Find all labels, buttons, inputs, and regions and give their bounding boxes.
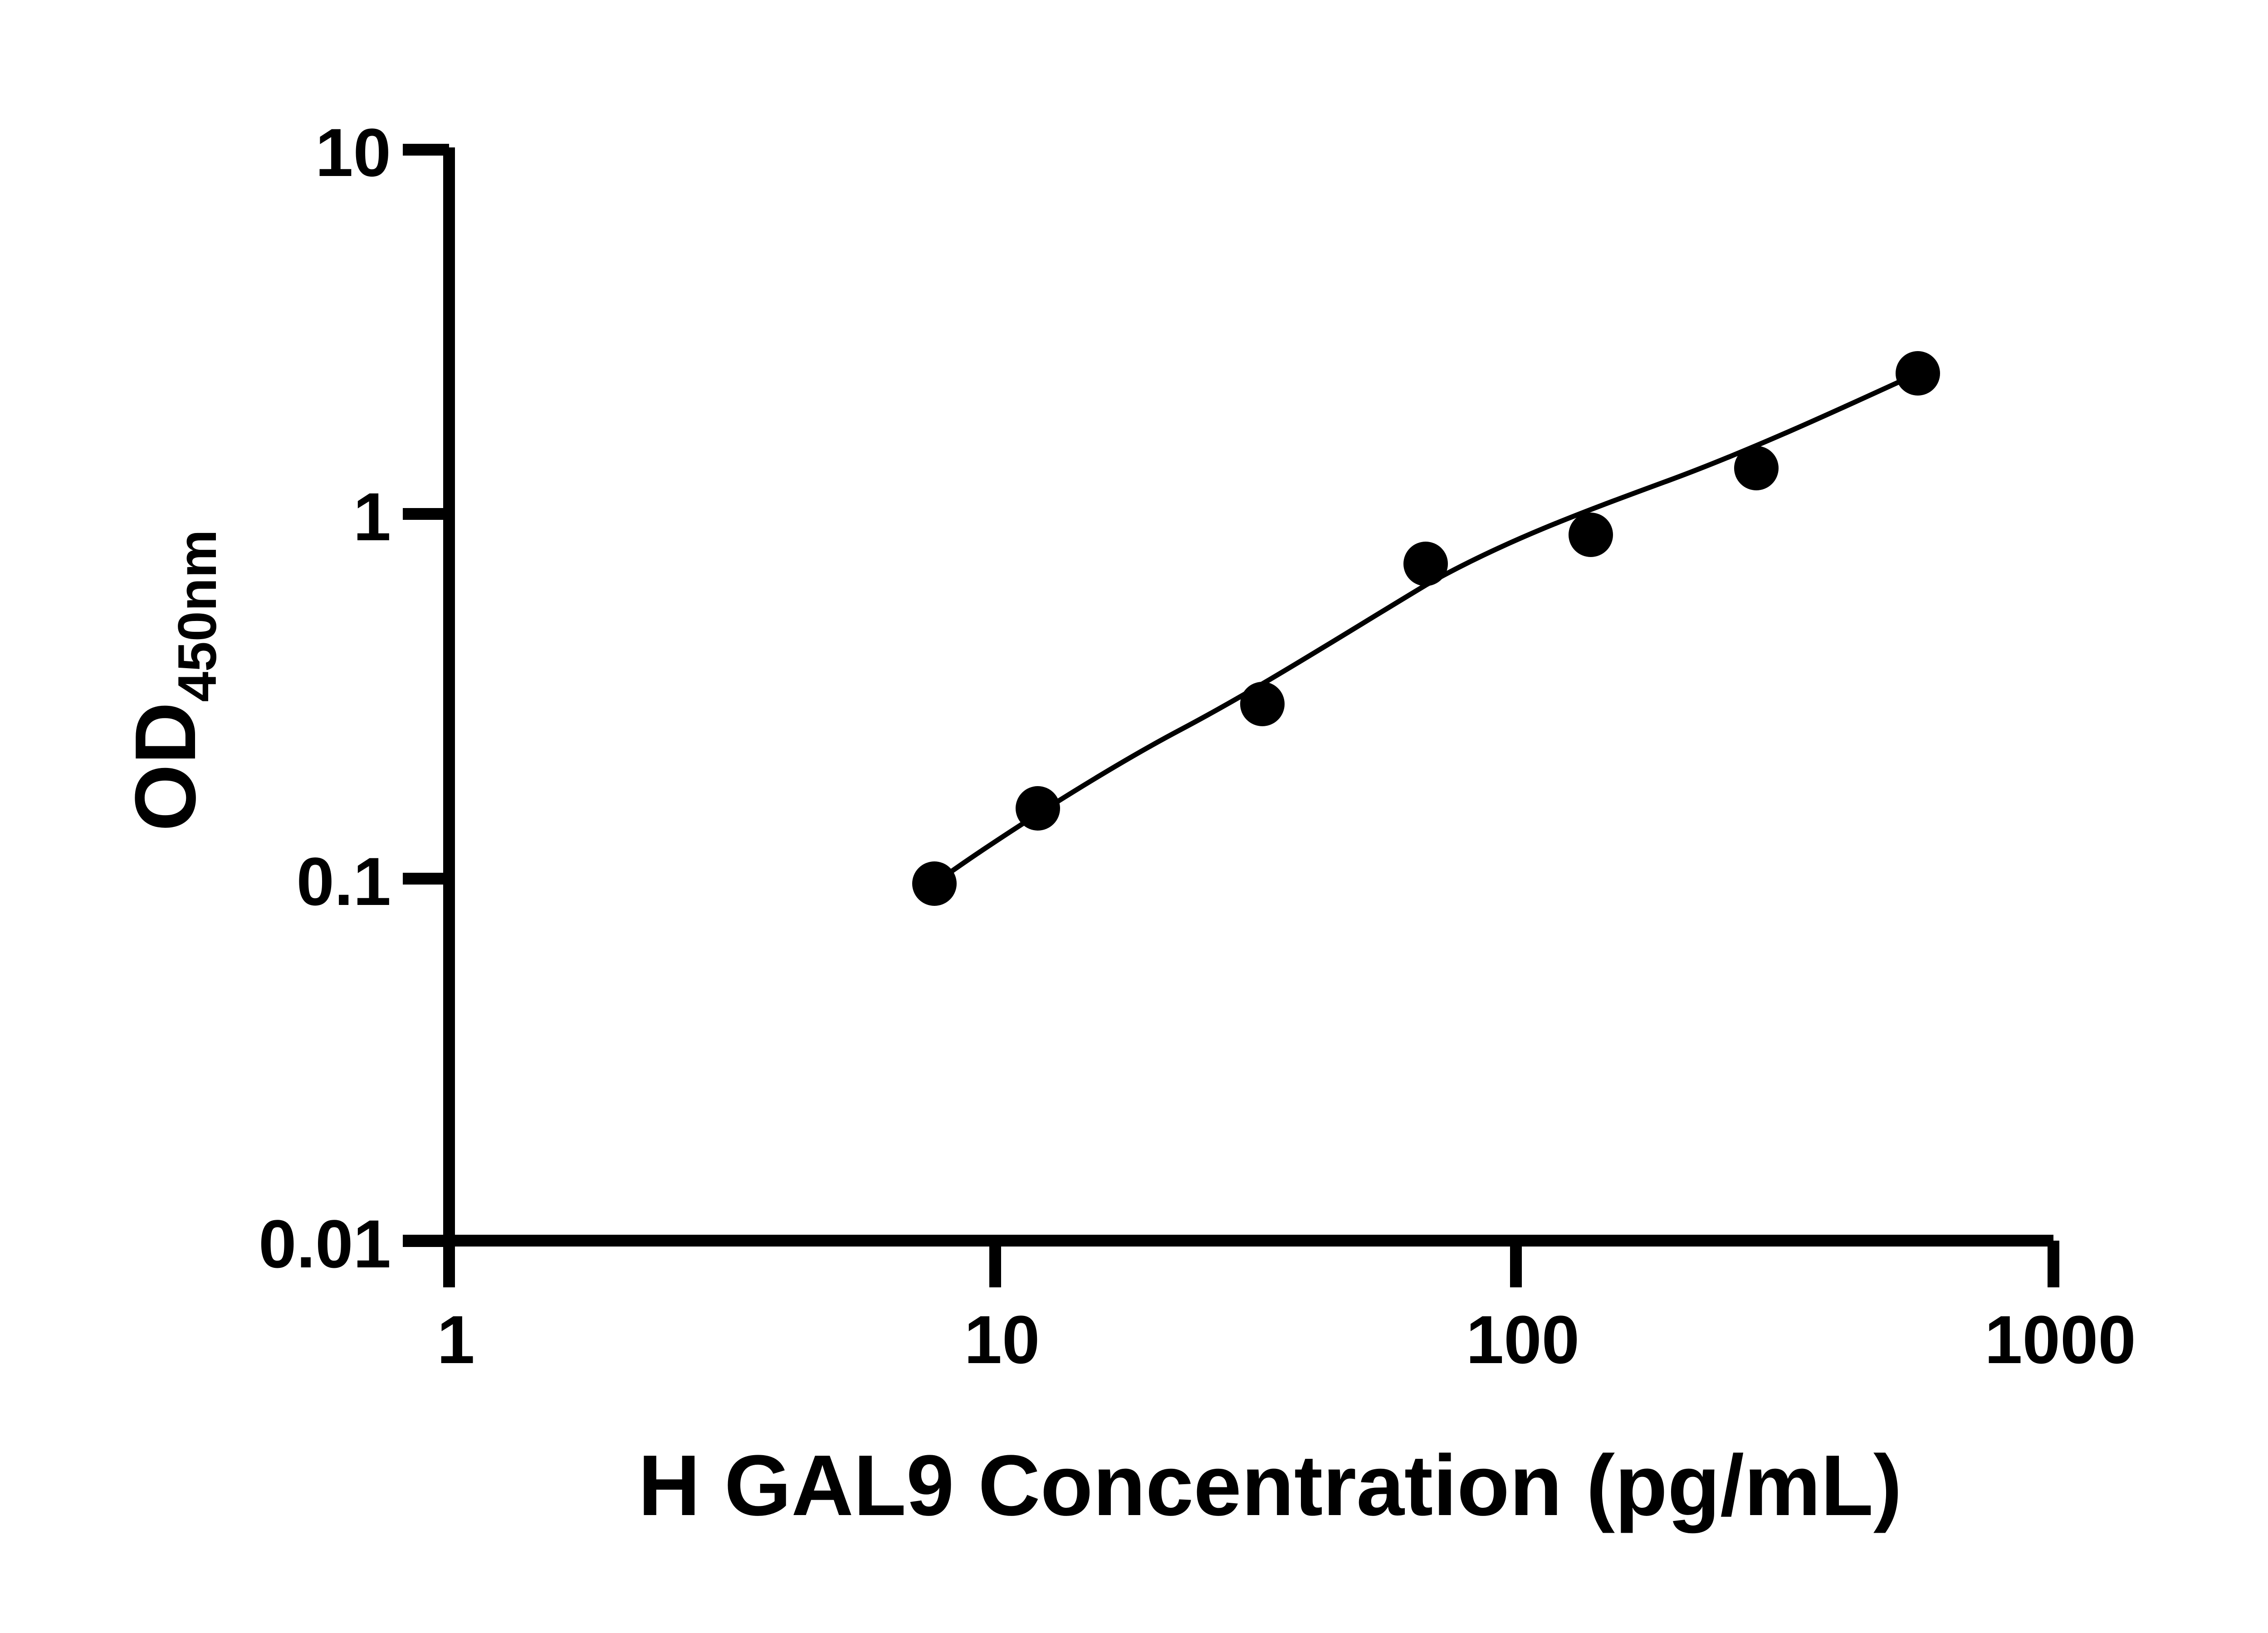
x-axis-tick-labels: 1 10 100 1000 — [437, 1301, 2136, 1378]
x-axis-title: H GAL9 Concentration (pg/mL) — [638, 1437, 1902, 1534]
y-axis-title: OD450nm — [117, 529, 228, 831]
y-tick-label-10: 10 — [315, 114, 391, 191]
x-tick-label-100: 100 — [1466, 1301, 1579, 1378]
data-points — [912, 351, 1940, 906]
x-tick-label-1000: 1000 — [1984, 1301, 2136, 1378]
y-axis-tick-labels: 10 1 0.1 0.01 — [259, 114, 391, 1282]
y-axis-ticks — [403, 144, 449, 1247]
data-point-marker — [1240, 682, 1285, 726]
y-axis-title-subscript: 450nm — [167, 529, 228, 702]
data-point-marker — [912, 861, 957, 906]
data-point-marker — [1734, 446, 1779, 490]
svg-text:OD450nm: OD450nm — [117, 529, 228, 831]
fit-curve — [932, 371, 1921, 886]
y-tick-label-0.1: 0.1 — [296, 843, 391, 919]
y-tick-label-1: 1 — [353, 479, 391, 555]
axis-lines — [403, 147, 2053, 1287]
data-point-marker — [1016, 786, 1060, 831]
data-point-marker — [1403, 542, 1448, 586]
x-tick-label-10: 10 — [964, 1301, 1040, 1378]
data-point-marker — [1896, 351, 1940, 396]
y-tick-label-0.01: 0.01 — [259, 1206, 391, 1282]
x-tick-label-1: 1 — [437, 1301, 474, 1378]
data-point-marker — [1569, 513, 1613, 557]
y-axis-title-main: OD — [117, 702, 214, 831]
x-axis-ticks — [443, 1241, 2059, 1287]
